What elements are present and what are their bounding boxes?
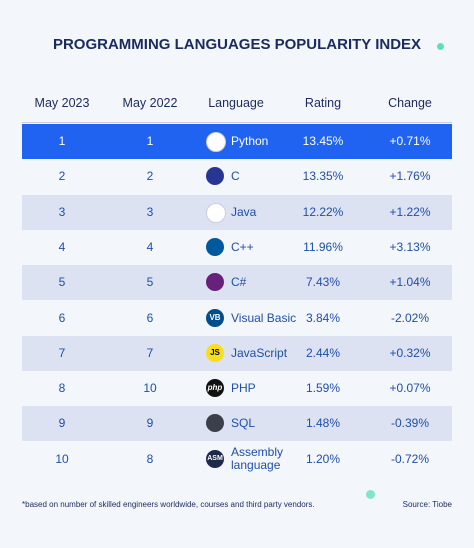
cell: 5 (58, 275, 66, 290)
language-icon: VB (206, 308, 224, 327)
cell: 2.44% (305, 345, 341, 360)
language-name: Java (231, 204, 257, 219)
cell: 2 (146, 169, 154, 184)
language: SQL (231, 406, 301, 441)
language: Python (231, 124, 301, 159)
language: PHP (231, 371, 301, 406)
cell: 3 (146, 204, 154, 219)
cell: 13.35% (302, 169, 344, 184)
table-row: 10 8 1.20% -0.72% ASM Assembly language (22, 442, 452, 477)
language-icon: php (206, 379, 224, 398)
language-name: C (231, 169, 240, 184)
language-name: PHP (231, 381, 256, 396)
column-header: Change (388, 96, 432, 110)
cell: +1.22% (389, 204, 431, 219)
table-row: 9 9 1.48% -0.39% SQL (22, 406, 452, 442)
source: Source: Tiobe (402, 500, 452, 509)
decor-dot (366, 490, 375, 499)
cell: +0.32% (389, 345, 431, 360)
language-name: Assembly language (231, 445, 284, 473)
cell: 12.22% (302, 204, 344, 219)
table-row: 4 4 11.96% +3.13% C++ (22, 230, 452, 265)
language-name: SQL (231, 416, 256, 431)
cell: 13.45% (302, 134, 344, 148)
cell: -2.02% (390, 310, 430, 325)
header-rule (22, 122, 452, 123)
language-name: Python (231, 134, 269, 148)
language-icon (206, 132, 226, 152)
cell: +0.71% (389, 134, 431, 148)
language-icon (206, 414, 224, 433)
cell: 6 (146, 310, 154, 325)
footnote: *based on number of skilled engineers wo… (22, 500, 315, 509)
table-row: 3 3 12.22% +1.22% Java (22, 194, 452, 230)
language: C (231, 159, 301, 194)
cell: -0.72% (390, 451, 430, 466)
language-icon (206, 202, 226, 223)
cell: 3 (58, 204, 66, 219)
column-header: May 2022 (122, 96, 178, 110)
language: Java (231, 195, 301, 230)
cell: +1.76% (389, 169, 431, 184)
cell: 5 (146, 275, 154, 290)
language: JavaScript (231, 336, 301, 371)
cell: 4 (146, 239, 154, 254)
column-header: Language (208, 96, 264, 110)
language-name: C# (231, 275, 247, 290)
cell: +1.04% (389, 275, 431, 290)
cell: 7.43% (305, 275, 341, 290)
cell: +0.07% (389, 381, 431, 396)
cell: 1.59% (305, 381, 341, 396)
cell: 10 (143, 381, 157, 396)
cell: 4 (58, 239, 66, 254)
language: Visual Basic (231, 301, 301, 336)
table-row: 7 7 2.44% +0.32% JS JavaScript (22, 335, 452, 371)
cell: 9 (146, 416, 154, 431)
table-row: 5 5 7.43% +1.04% C# (22, 265, 452, 301)
cell: -0.39% (390, 416, 430, 431)
table-row: 1 1 13.45% +0.71% Python (22, 124, 452, 159)
table-row: 6 6 3.84% -2.02% VB Visual Basic (22, 301, 452, 336)
language-name: C++ (231, 239, 254, 254)
cell: 1.20% (305, 451, 341, 466)
cell: 11.96% (303, 239, 343, 254)
cell: 1 (146, 134, 154, 148)
language-name: JavaScript (231, 345, 288, 360)
cell: 3.84% (305, 310, 341, 325)
decor-dot (437, 43, 444, 50)
cell: 8 (58, 381, 66, 396)
title: PROGRAMMING LANGUAGES POPULARITY INDEX (52, 36, 422, 53)
language-icon (206, 237, 224, 256)
cell: 7 (146, 345, 154, 360)
cell: 8 (146, 451, 154, 466)
table-row: 8 10 1.59% +0.07% php PHP (22, 371, 452, 406)
cell: +3.13% (389, 239, 431, 254)
language: C++ (231, 230, 301, 265)
cell: 7 (58, 345, 66, 360)
cell: 1.48% (305, 416, 341, 431)
language-icon (206, 167, 224, 186)
cell: 10 (55, 451, 69, 466)
table-row: 2 2 13.35% +1.76% C (22, 159, 452, 194)
language: Assembly language (231, 442, 301, 477)
language-icon: JS (206, 343, 224, 362)
language: C# (231, 265, 301, 300)
cell: 9 (58, 416, 66, 431)
language-icon (206, 273, 224, 292)
column-header: May 2023 (34, 96, 90, 110)
language-icon: ASM (206, 449, 224, 468)
language-name: Visual Basic (231, 310, 297, 325)
column-header: Rating (304, 96, 342, 110)
cell: 6 (58, 310, 66, 325)
cell: 1 (58, 134, 66, 148)
cell: 2 (58, 169, 66, 184)
